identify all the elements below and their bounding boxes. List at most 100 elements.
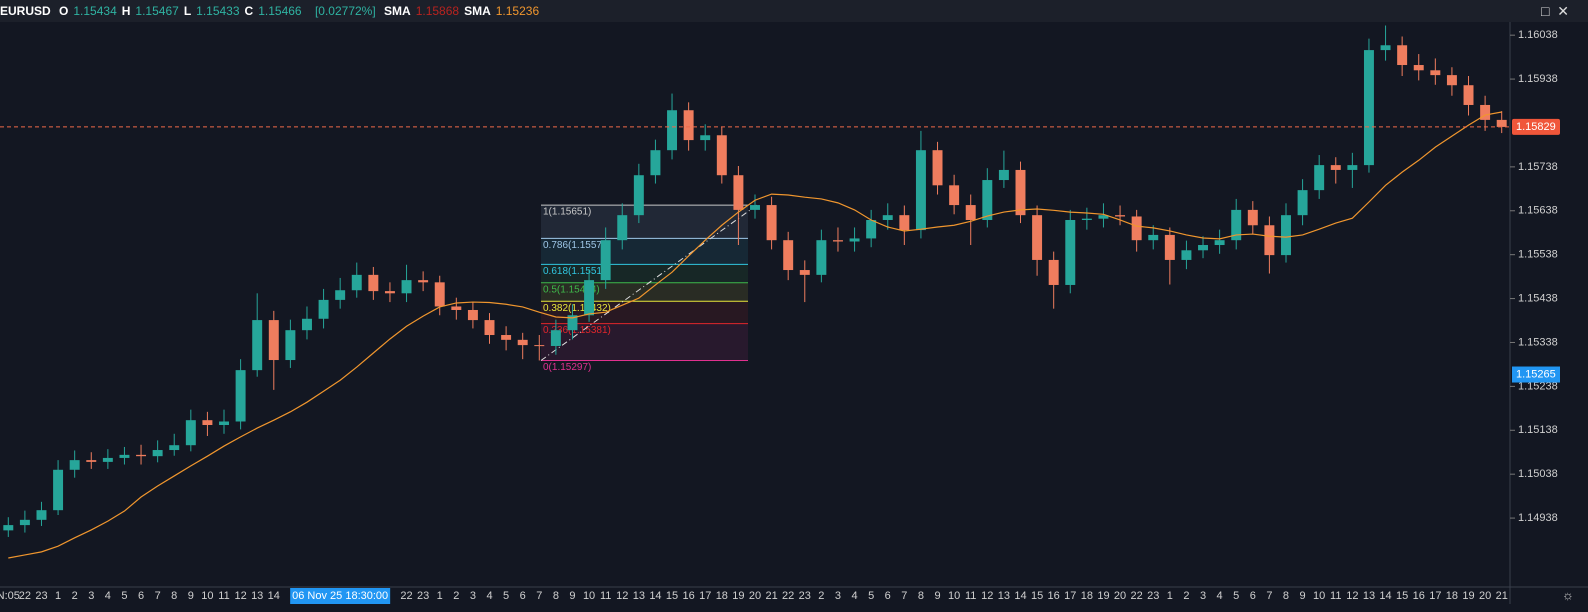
x-tick-label: 14: [268, 590, 280, 602]
x-tick-label: 10: [583, 590, 595, 602]
candle-body: [1330, 165, 1341, 170]
y-tick-label: 1.15238: [1518, 380, 1558, 392]
candle-body: [19, 519, 30, 526]
indicator-value: 1.15868: [415, 4, 460, 18]
candle-body: [1231, 209, 1242, 241]
x-tick-label: 19: [1097, 590, 1109, 602]
x-tick-label: 9: [1300, 590, 1306, 602]
x-tick-label: 3: [1200, 590, 1206, 602]
settings-icon[interactable]: ☼: [1562, 587, 1574, 602]
x-tick-label: 20: [1114, 590, 1126, 602]
candle-body: [915, 150, 926, 231]
candle-body: [600, 240, 611, 281]
y-tick-label: 1.15138: [1518, 424, 1558, 436]
candle-body: [866, 219, 877, 239]
candle-body: [202, 420, 213, 426]
y-tick-label: 1.16038: [1518, 29, 1558, 41]
candle-body: [268, 320, 279, 361]
candle-body: [3, 525, 14, 531]
change: [0.02772%]: [314, 4, 376, 18]
candle-body: [1181, 250, 1192, 260]
candle-body: [467, 309, 478, 321]
candle-body: [418, 280, 429, 283]
candle-body: [517, 339, 528, 346]
candle-body: [650, 150, 661, 176]
symbol: EURUSD: [0, 4, 51, 18]
candle-body: [1397, 45, 1408, 66]
candle-body: [1131, 216, 1142, 241]
candle-body: [1314, 165, 1325, 191]
candle-body: [1297, 190, 1308, 216]
ohlc-label: O: [59, 4, 69, 18]
candle-body: [1430, 70, 1441, 76]
candle-body: [1065, 219, 1076, 285]
x-tick-label: 16: [1413, 590, 1425, 602]
ohlc-value: 1.15433: [196, 4, 240, 18]
x-tick-label: 1: [437, 590, 443, 602]
candle-body: [1115, 215, 1126, 217]
header: EURUSD O 1.15434 H 1.15467 L 1.15433 C 1.15466 …: [0, 0, 1588, 22]
x-tick-label: 17: [699, 590, 711, 602]
x-tick-label: 14: [1014, 590, 1026, 602]
x-tick-label: 3: [470, 590, 476, 602]
x-tick-label: 11: [218, 590, 229, 602]
x-tick-label: 4: [486, 590, 492, 602]
crosshair-price: 1.15265: [1516, 368, 1556, 380]
candle-body: [667, 110, 678, 151]
candle-body: [832, 240, 843, 242]
candle-body: [302, 318, 312, 331]
price-tag-label: 1.15829: [1516, 121, 1556, 133]
x-tick-label: 5: [121, 590, 127, 602]
x-tick-label: 6: [138, 590, 144, 602]
x-tick-label: 10: [948, 590, 960, 602]
candle-body: [683, 110, 694, 141]
candle-body: [633, 175, 644, 216]
x-tick-label: 4: [851, 590, 857, 602]
candle-body: [965, 205, 976, 220]
x-tick-label: 7: [1266, 590, 1272, 602]
x-tick-label: 9: [569, 590, 575, 602]
x-tick-label: 22: [1131, 590, 1143, 602]
candle-body: [1413, 65, 1424, 71]
indicators: SMA 1.15868 SMA 1.15236: [384, 4, 544, 18]
candle-body: [401, 280, 412, 294]
candle-body: [1214, 240, 1225, 246]
candle-body: [882, 215, 893, 220]
candle-body: [799, 270, 810, 275]
x-tick-label: 13: [633, 590, 645, 602]
ohlc-label: L: [183, 4, 192, 18]
y-tick-label: 1.15038: [1518, 468, 1558, 480]
ohlc: O 1.15434 H 1.15467 L 1.15433 C 1.15466: [59, 4, 307, 18]
candle-body: [783, 240, 794, 271]
fibonacci: 1(1.15651) 0.786(1.15575) 0.618(1.15516) 0.…: [540, 204, 758, 373]
x-tick-label: 19: [732, 590, 744, 602]
candle-body: [1164, 234, 1175, 260]
x-tick-label: 10: [201, 590, 213, 602]
candle-body: [932, 150, 943, 186]
candle-body: [185, 420, 196, 446]
x-tick-label: 4: [1217, 590, 1223, 602]
y-tick-label: 1.15338: [1518, 336, 1558, 348]
x-tick-label: 3: [835, 590, 841, 602]
window-buttons[interactable]: □ ✕: [1541, 3, 1569, 19]
x-tick-label: 16: [1048, 590, 1060, 602]
candle-body: [1032, 215, 1043, 260]
y-tick-label: 1.15938: [1518, 73, 1558, 85]
ohlc-label: H: [121, 4, 131, 18]
x-tick-label: 22: [782, 590, 794, 602]
x-tick-label: 17: [1064, 590, 1076, 602]
x-tick-label: 20: [749, 590, 761, 602]
candle-body: [119, 454, 130, 458]
x-tick-label: 22: [19, 590, 31, 602]
candle-body: [584, 280, 595, 316]
x-tick-label: 12: [234, 590, 246, 602]
candle-body: [1098, 215, 1109, 219]
candle-body: [733, 175, 744, 210]
candle-body: [816, 240, 827, 275]
candle-body: [501, 335, 512, 340]
x-tick-label: 4: [105, 590, 111, 602]
candle-body: [1446, 75, 1457, 86]
x-tick-label: 11: [1330, 590, 1341, 602]
x-tick-label: 10: [1313, 590, 1325, 602]
